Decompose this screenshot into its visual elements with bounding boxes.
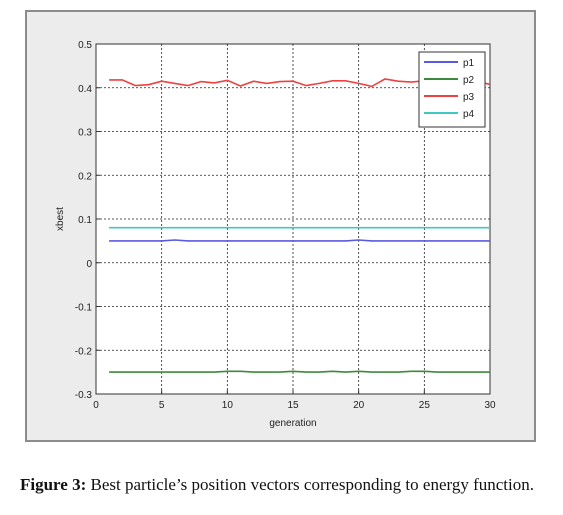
grid-lines [96, 44, 490, 394]
caption-text: Best particle’s position vectors corresp… [86, 475, 534, 494]
legend-label-p1: p1 [463, 58, 475, 69]
caption-label: Figure 3: [20, 475, 87, 494]
y-tick-label: 0.2 [78, 171, 92, 182]
x-axis-title: generation [269, 418, 316, 429]
x-tick-label: 10 [222, 400, 234, 411]
y-tick-label: 0.3 [78, 128, 92, 139]
x-tick-label: 15 [287, 400, 299, 411]
series-lines [109, 78, 491, 373]
x-tick-label: 5 [159, 400, 165, 411]
x-tick-label: 0 [93, 400, 99, 411]
x-tick-label: 20 [353, 400, 365, 411]
series-line-p1 [109, 239, 490, 242]
series-line-p2 [109, 370, 490, 373]
legend: p1 p2 p3 p4 [418, 51, 486, 128]
legend-box [418, 51, 486, 128]
y-tick-label: 0.5 [78, 40, 92, 51]
x-tick-label: 25 [419, 400, 431, 411]
y-tick-label: 0.4 [78, 84, 92, 95]
legend-label-p2: p2 [463, 75, 475, 86]
y-tick-label: 0.1 [78, 215, 92, 226]
y-tick-label: -0.3 [75, 390, 93, 401]
y-tick-label: -0.2 [75, 346, 93, 357]
x-tick-label: 30 [484, 400, 496, 411]
y-tick-label: -0.1 [75, 303, 93, 314]
figure-caption: Figure 3: Best particle’s position vecto… [20, 474, 557, 496]
axis-ticks: 0 5 10 15 20 25 30 -0.3 -0.2 -0.1 0 0.1 0.2 0.3 0.4 0.5 [75, 40, 496, 411]
legend-label-p3: p3 [463, 92, 475, 103]
legend-label-p4: p4 [463, 109, 475, 120]
y-tick-label: 0 [86, 259, 92, 270]
y-axis-title: xbest [55, 207, 66, 231]
